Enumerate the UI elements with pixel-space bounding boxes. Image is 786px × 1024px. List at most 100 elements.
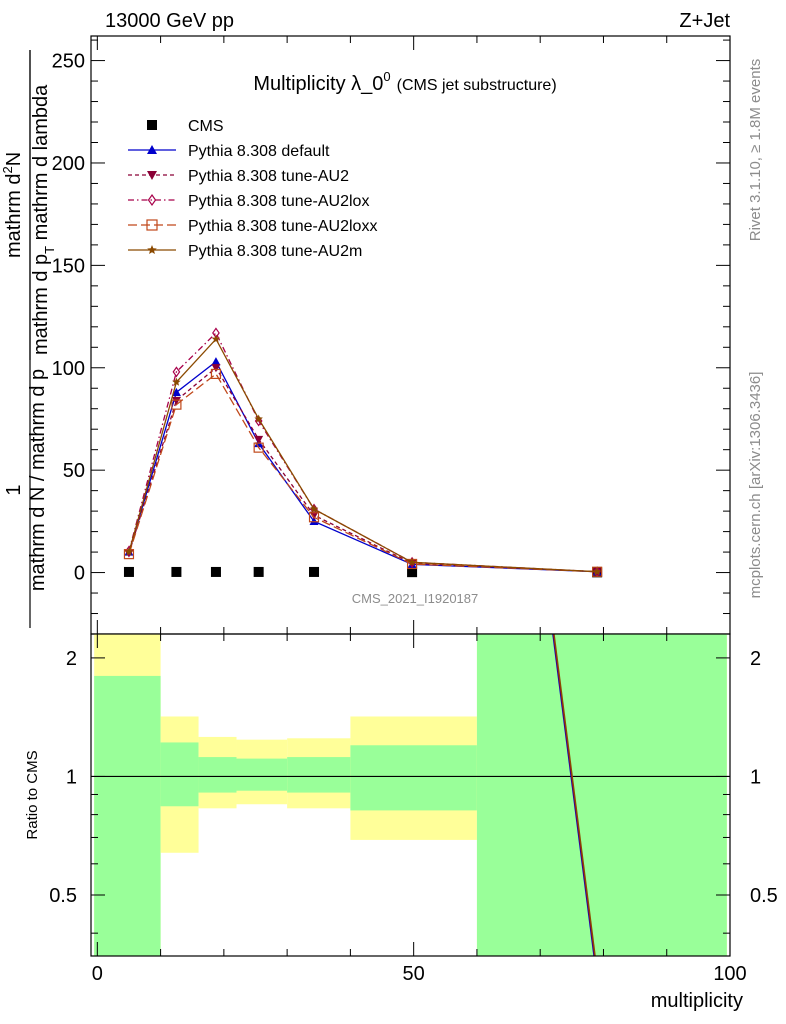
x-tick-label: 0 — [92, 963, 103, 985]
mc-point — [146, 219, 158, 231]
mc-point — [407, 557, 417, 566]
series-au2 — [124, 364, 602, 577]
legend: CMS Pythia 8.308 default Pythia 8.308 tune… — [128, 118, 377, 260]
y-title-left-num: 1 — [3, 484, 25, 495]
mc-point — [309, 511, 319, 520]
mc-point — [309, 516, 319, 525]
ratio-x-ticks: 0 50 100 — [92, 634, 747, 985]
y-tick-label: 200 — [52, 153, 85, 175]
x-tick-label: 100 — [713, 963, 746, 985]
mc-point — [171, 387, 181, 396]
ratio-lines-layer — [91, 633, 730, 957]
ratio-band-inner — [350, 745, 477, 811]
mc-point — [211, 357, 221, 366]
data-point — [210, 566, 221, 577]
ratio-y-tick-label: 0.5 — [49, 885, 77, 907]
mc-point — [171, 399, 182, 410]
data-point — [147, 120, 157, 130]
main-y-ticks: 0 50 100 150 200 250 — [52, 39, 730, 615]
legend-entry-default: Pythia 8.308 default — [128, 143, 330, 160]
ratio-band-inner — [198, 757, 237, 793]
data-point — [253, 566, 264, 577]
series-au2m — [124, 334, 602, 576]
mc-point — [254, 435, 264, 444]
y-title-right-den: mathrm d pT mathrm d lambda — [30, 84, 57, 355]
ratio-band-inner — [476, 634, 727, 956]
mc-point — [147, 171, 157, 180]
mc-point — [308, 512, 320, 523]
mc-point — [147, 245, 157, 254]
mc-point — [253, 442, 264, 453]
ratio-y-tick-label: 1 — [66, 766, 77, 788]
y-tick-label: 150 — [52, 255, 85, 277]
y-tick-label: 50 — [63, 460, 85, 482]
y-title-right-num-sup: 2 — [0, 166, 15, 173]
y-tick-label: 0 — [74, 563, 85, 585]
legend-label: Pythia 8.308 default — [188, 143, 330, 160]
mc-point — [147, 193, 157, 207]
legend-label: Pythia 8.308 tune-AU2loxx — [188, 218, 377, 235]
legend-entry-data: CMS — [147, 118, 224, 135]
mc-point — [592, 567, 602, 576]
ratio-band-inner — [94, 675, 161, 956]
mc-point — [172, 377, 181, 386]
legend-entry-au2: Pythia 8.308 tune-AU2 — [128, 168, 349, 185]
y-title-right-num: mathrm d2N — [0, 152, 25, 258]
ratio-y-tick-label: 2 — [66, 648, 77, 670]
mc-point — [172, 366, 181, 378]
mc-point — [147, 145, 157, 154]
mc-point — [171, 396, 181, 406]
main-series-layer — [123, 327, 603, 578]
data-point — [123, 566, 134, 577]
y-tick-label: 100 — [52, 358, 85, 380]
ratio-y-tick-label-right: 2 — [750, 648, 761, 670]
data-point — [407, 567, 418, 578]
ratio-band-inner — [160, 742, 199, 807]
y-axis-title: 1 mathrm d N / mathrm d p mathrm d2N mat… — [0, 50, 57, 628]
ratio-y-label: Ratio to CMS — [24, 750, 41, 839]
legend-entry-au2lox: Pythia 8.308 tune-AU2lox — [128, 193, 369, 210]
y-title-right-num-a: mathrm d — [3, 174, 25, 258]
ratio-plot-frame — [90, 633, 731, 957]
legend-label: Pythia 8.308 tune-AU2 — [188, 168, 349, 185]
mc-point — [254, 415, 263, 427]
ratio-line-au2m — [553, 633, 596, 957]
mc-point — [124, 547, 134, 556]
y-title-left-den: mathrm d N / mathrm d p — [27, 369, 49, 591]
mc-point — [210, 368, 222, 380]
legend-label: Pythia 8.308 tune-AU2lox — [188, 193, 369, 210]
y-title-right-den-a: mathrm d p — [30, 254, 52, 355]
series-au2loxx — [123, 368, 603, 577]
series-default — [124, 357, 602, 576]
ratio-plot-panel: 0.5 0.5 1 1 2 2 0 50 100 Ratio to CMS multiplic… — [24, 633, 778, 1012]
x-tick-label: 50 — [403, 963, 425, 985]
main-plot-frame — [90, 35, 731, 635]
header-right: Z+Jet — [679, 10, 730, 32]
y-title-right-num-b: N — [3, 152, 25, 166]
mc-point — [211, 364, 221, 373]
y-title-right-den-b: mathrm d lambda — [30, 84, 52, 246]
header-left: 13000 GeV pp — [105, 10, 234, 32]
ratio-band-inner — [236, 758, 288, 791]
main-title-sup: 0 — [383, 69, 390, 84]
data-point — [309, 566, 320, 577]
data-point — [171, 566, 182, 577]
ratio-y-tick-label-right: 0.5 — [750, 885, 778, 907]
ratio-band-inner — [287, 757, 351, 793]
y-title-right-den-sub: T — [42, 246, 57, 254]
legend-entry-au2m: Pythia 8.308 tune-AU2m — [128, 243, 362, 260]
series-line-au2loxx — [128, 372, 598, 573]
main-title-text: Multiplicity λ_0 — [253, 73, 383, 95]
mcplots-label: mcplots.cern.ch [arXiv:1306.3436] — [747, 372, 764, 599]
main-x-ticks — [96, 36, 731, 634]
main-title: Multiplicity λ_00 (CMS jet substructure) — [253, 69, 556, 95]
main-subtitle: (CMS jet substructure) — [397, 77, 557, 94]
ratio-bands-layer — [94, 634, 727, 956]
ratio-y-ticks: 0.5 0.5 1 1 2 2 — [49, 648, 778, 934]
y-tick-label: 250 — [52, 51, 85, 73]
analysis-watermark: CMS_2021_I1920187 — [352, 591, 479, 606]
ratio-y-tick-label-right: 1 — [750, 766, 761, 788]
x-axis-label: multiplicity — [651, 990, 743, 1012]
